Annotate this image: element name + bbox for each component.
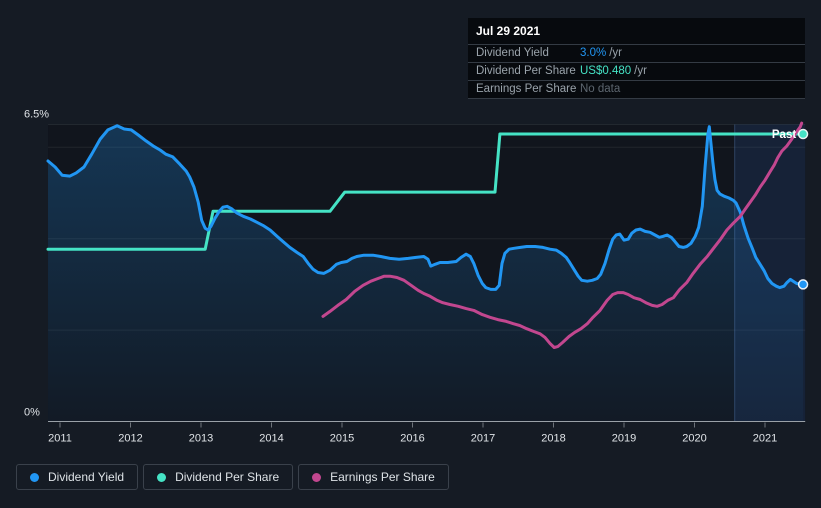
tooltip-row-dividend-yield: Dividend Yield 3.0% /yr bbox=[468, 44, 805, 62]
tooltip-row-earnings-per-share: Earnings Per Share No data bbox=[468, 80, 805, 99]
tooltip-date: Jul 29 2021 bbox=[476, 24, 541, 38]
tooltip-row-dividend-per-share: Dividend Per Share US$0.480 /yr bbox=[468, 62, 805, 80]
series-end-dot-teal bbox=[797, 128, 809, 140]
chart-tooltip: Jul 29 2021 Dividend Yield 3.0% /yr Divi… bbox=[468, 18, 805, 99]
legend-item-earnings-per-share[interactable]: Earnings Per Share bbox=[298, 464, 449, 490]
y-axis-label-bottom: 0% bbox=[24, 407, 40, 419]
tooltip-label: Dividend Per Share bbox=[476, 65, 576, 77]
y-axis-label-top: 6.5% bbox=[24, 108, 49, 120]
tooltip-label: Earnings Per Share bbox=[476, 83, 577, 95]
x-axis-tick-label: 2011 bbox=[48, 433, 72, 445]
legend-item-label: Dividend Yield bbox=[48, 470, 125, 484]
x-axis-tick-label: 2021 bbox=[753, 433, 777, 445]
legend-item-dividend-per-share[interactable]: Dividend Per Share bbox=[143, 464, 294, 490]
tooltip-value: US$0.480 bbox=[580, 65, 632, 77]
x-axis-tick-label: 2020 bbox=[682, 433, 706, 445]
legend-item-label: Dividend Per Share bbox=[175, 470, 280, 484]
legend-dot-icon bbox=[312, 472, 322, 482]
x-axis-tick-label: 2017 bbox=[471, 433, 495, 445]
x-axis-tick-label: 2012 bbox=[118, 433, 142, 445]
past-region-label: Past bbox=[772, 129, 796, 141]
legend-item-dividend-yield[interactable]: Dividend Yield bbox=[16, 464, 139, 490]
x-axis-tick-label: 2013 bbox=[189, 433, 213, 445]
x-axis-tick-label: 2016 bbox=[400, 433, 424, 445]
legend-dot-icon bbox=[30, 472, 39, 482]
x-axis-tick-label: 2015 bbox=[330, 433, 354, 445]
legend-dot-icon bbox=[157, 472, 167, 482]
x-axis-tick-label: 2014 bbox=[259, 433, 283, 445]
tooltip-value: 3.0% bbox=[580, 47, 607, 59]
x-axis-tick-label: 2019 bbox=[612, 433, 636, 445]
tooltip-value-suffix: /yr bbox=[609, 47, 622, 59]
legend-item-label: Earnings Per Share bbox=[330, 470, 435, 484]
tooltip-value: No data bbox=[580, 83, 621, 95]
tooltip-value-suffix: /yr bbox=[634, 65, 647, 77]
x-axis-tick-label: 2018 bbox=[541, 433, 565, 445]
chart-legend: Dividend Yield Dividend Per Share Earnin… bbox=[16, 464, 449, 490]
series-end-dot-blue bbox=[797, 279, 809, 290]
chart-canvas[interactable]: Past 6.5% 0% 2011 2012 2013 2014 2015 2016 2017 20… bbox=[0, 0, 821, 460]
tooltip-label: Dividend Yield bbox=[476, 47, 549, 59]
